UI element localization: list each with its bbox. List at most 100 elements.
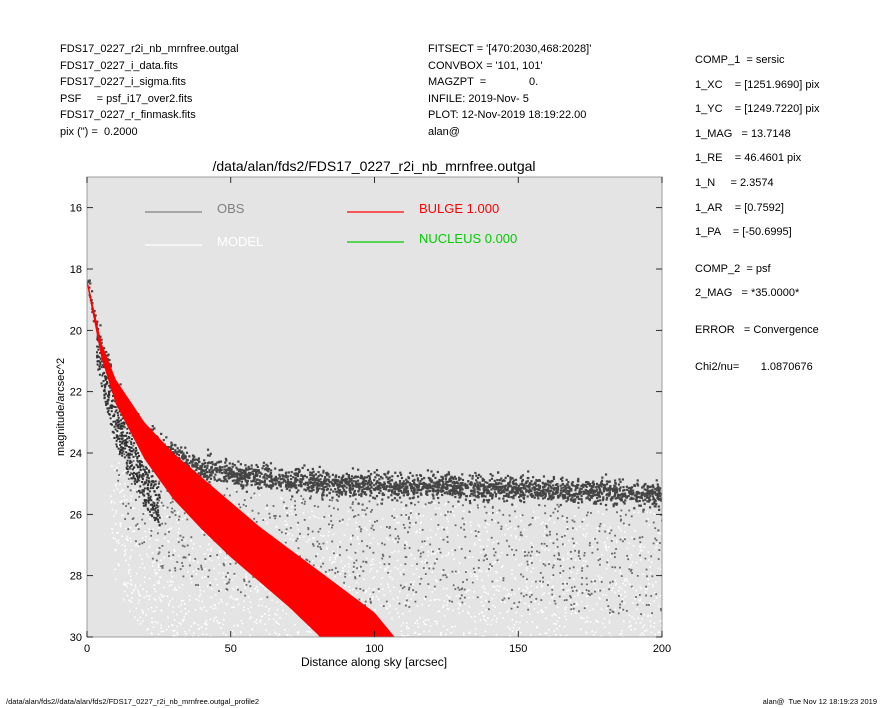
obs-point: [595, 488, 599, 491]
model-point: [184, 630, 186, 633]
scatter-layer: [87, 278, 662, 645]
model-point: [124, 583, 127, 586]
obs-point: [617, 483, 621, 486]
model-point: [387, 602, 390, 605]
obs-point: [227, 475, 230, 478]
obs-point: [127, 478, 130, 480]
model-point: [240, 631, 242, 634]
model-point: [306, 541, 308, 543]
obs-point: [421, 487, 424, 491]
model-point: [265, 605, 267, 608]
model-point: [210, 559, 213, 562]
obs-point: [357, 489, 360, 493]
model-point: [276, 622, 279, 624]
obs-point: [248, 473, 251, 476]
obs-point: [618, 478, 621, 481]
obs-point: [399, 473, 403, 476]
obs-point: [252, 476, 256, 479]
model-point: [512, 627, 515, 629]
obs-point: [425, 492, 428, 495]
model-point: [553, 613, 556, 615]
obs-point: [503, 485, 506, 488]
obs-point: [579, 492, 582, 495]
obs-point: [381, 557, 384, 560]
model-point: [483, 588, 486, 590]
obs-point: [439, 551, 442, 554]
model-point: [410, 516, 412, 519]
model-point: [628, 625, 630, 628]
model-point: [405, 597, 408, 600]
obs-point: [565, 599, 568, 601]
obs-point: [619, 603, 622, 606]
model-point: [618, 589, 620, 592]
model-point: [510, 526, 512, 529]
model-point: [387, 643, 389, 645]
obs-point: [652, 490, 655, 493]
obs-point: [205, 471, 209, 474]
obs-point: [306, 483, 310, 486]
obs-point: [521, 480, 524, 483]
model-point: [222, 623, 225, 626]
model-point: [637, 643, 639, 645]
model-point: [653, 513, 656, 515]
model-point: [396, 515, 398, 518]
obs-point: [436, 470, 439, 474]
model-point: [412, 583, 414, 586]
model-point: [565, 606, 567, 609]
model-point: [653, 600, 655, 603]
model-point: [453, 514, 456, 517]
obs-point: [451, 493, 454, 497]
obs-point: [539, 491, 542, 494]
model-point: [111, 418, 114, 421]
obs-point: [573, 520, 576, 523]
model-point: [249, 634, 251, 636]
obs-point: [323, 478, 326, 481]
model-point: [620, 576, 623, 578]
obs-point: [250, 496, 253, 499]
obs-point: [369, 489, 373, 493]
model-point: [218, 622, 221, 624]
obs-point: [508, 484, 511, 487]
obs-point: [552, 488, 556, 491]
obs-point: [452, 488, 456, 491]
model-point: [126, 535, 129, 538]
obs-point: [542, 562, 545, 565]
model-point: [145, 594, 148, 597]
obs-point: [506, 488, 509, 491]
model-point: [284, 542, 287, 545]
model-point: [481, 637, 483, 639]
model-point: [261, 598, 263, 600]
obs-point: [244, 469, 247, 472]
obs-point: [585, 497, 588, 500]
model-point: [546, 581, 549, 584]
model-point: [560, 586, 563, 589]
obs-point: [561, 479, 564, 482]
obs-point: [387, 496, 390, 499]
model-point: [451, 549, 453, 552]
obs-point: [242, 474, 245, 477]
obs-point: [308, 490, 311, 493]
obs-point: [448, 484, 451, 487]
obs-point: [485, 487, 488, 490]
model-point: [471, 556, 474, 558]
model-point: [191, 547, 194, 550]
model-point: [316, 552, 319, 555]
obs-point: [248, 580, 251, 583]
obs-point: [184, 446, 187, 449]
model-point: [347, 563, 350, 565]
model-point: [182, 639, 184, 641]
model-point: [132, 507, 134, 509]
model-point: [500, 600, 502, 603]
obs-point: [564, 490, 567, 494]
obs-point: [541, 497, 545, 500]
model-point: [556, 627, 558, 630]
model-point: [386, 607, 389, 610]
model-point: [607, 564, 610, 566]
model-point: [254, 493, 257, 496]
model-point: [268, 633, 271, 636]
model-point: [311, 510, 313, 513]
model-point: [529, 560, 531, 562]
model-point: [247, 596, 250, 598]
obs-point: [430, 500, 433, 503]
obs-point: [483, 490, 486, 494]
